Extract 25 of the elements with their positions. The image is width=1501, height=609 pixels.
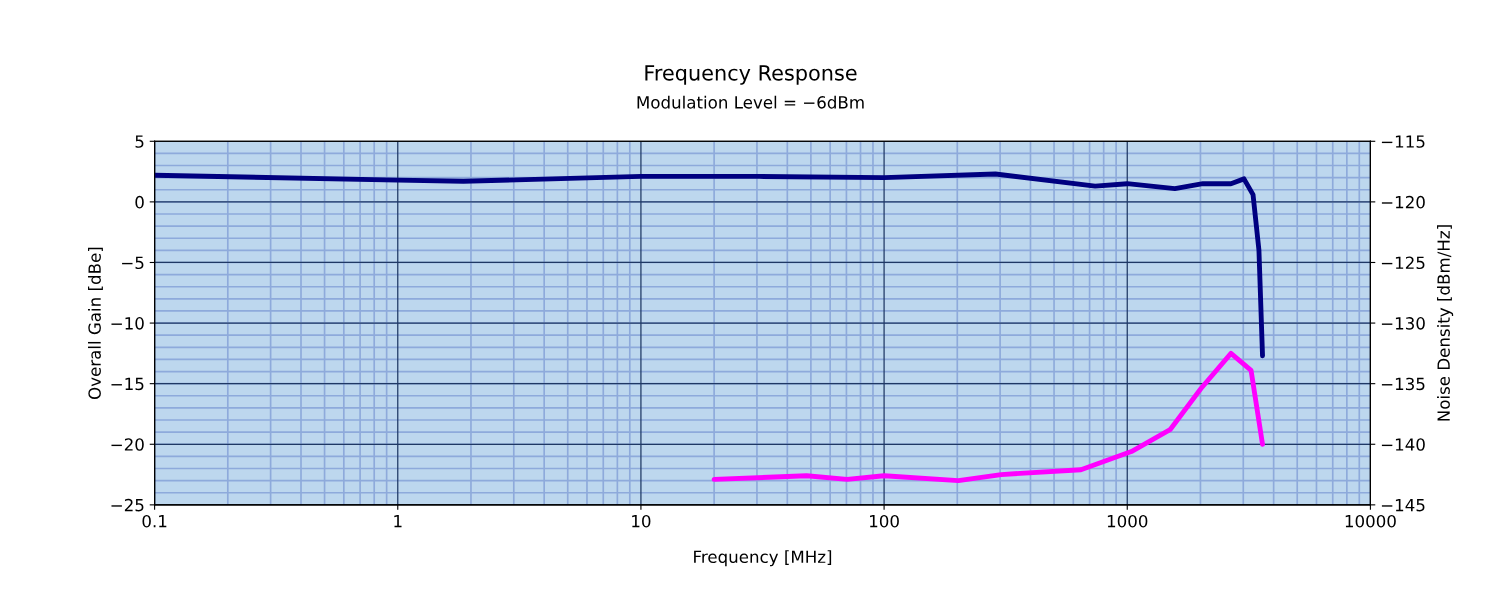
x-tick-label: 10 [632,514,651,528]
x-tick-label: 1 [394,515,402,528]
y2-tick-label: −130 [1381,317,1425,330]
x-tick-label: 0.1 [142,514,167,528]
y-tick-label: −10 [111,317,144,330]
y-tick-label: 5 [135,135,144,148]
y2-tick-label: −145 [1381,499,1425,512]
x-tick-label: 100 [870,514,899,528]
y-tick-label: −20 [111,438,144,451]
x-tick-label: 1000 [1107,514,1148,528]
y2-tick-label: −140 [1381,438,1425,451]
y-tick-label: 0 [135,195,144,209]
y2-tick-label: −135 [1381,377,1425,391]
x-tick-label: 10000 [1345,514,1396,528]
y2-tick-label: −120 [1381,195,1425,209]
y2-axis-title: Noise Density [dBm/Hz] [1437,225,1454,421]
y-tick-label: −15 [111,377,144,391]
y-tick-label: −25 [111,498,144,512]
y2-tick-label: −115 [1381,135,1425,148]
chart-title: Frequency Response [645,65,857,85]
y-axis-title: Overall Gain [dBe] [88,247,103,400]
y-tick-label: −5 [122,256,144,270]
x-axis-title: Frequency [MHz] [694,550,832,567]
y2-tick-label: −125 [1381,256,1425,270]
chart-subtitle: Modulation Level = −6dBm [637,95,864,109]
